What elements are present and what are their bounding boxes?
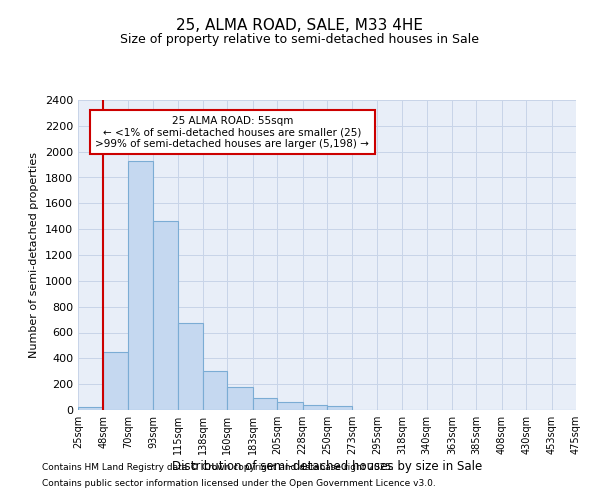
Bar [227, 388, 253, 410]
Text: Contains HM Land Registry data © Crown copyright and database right 2025.: Contains HM Land Registry data © Crown c… [42, 464, 394, 472]
Text: Size of property relative to semi-detached houses in Sale: Size of property relative to semi-detach… [121, 32, 479, 46]
Bar [253, 398, 277, 410]
Bar [78, 408, 103, 410]
Bar [128, 160, 153, 410]
Bar [178, 324, 203, 410]
Text: 25 ALMA ROAD: 55sqm
← <1% of semi-detached houses are smaller (25)
>99% of semi-: 25 ALMA ROAD: 55sqm ← <1% of semi-detach… [95, 116, 370, 148]
Bar [153, 222, 178, 410]
Text: Contains public sector information licensed under the Open Government Licence v3: Contains public sector information licen… [42, 478, 436, 488]
Bar [302, 405, 327, 410]
Bar [327, 406, 352, 410]
Text: 25, ALMA ROAD, SALE, M33 4HE: 25, ALMA ROAD, SALE, M33 4HE [176, 18, 424, 32]
Bar [277, 402, 302, 410]
Bar [203, 371, 227, 410]
Bar [103, 352, 128, 410]
X-axis label: Distribution of semi-detached houses by size in Sale: Distribution of semi-detached houses by … [172, 460, 482, 473]
Y-axis label: Number of semi-detached properties: Number of semi-detached properties [29, 152, 40, 358]
